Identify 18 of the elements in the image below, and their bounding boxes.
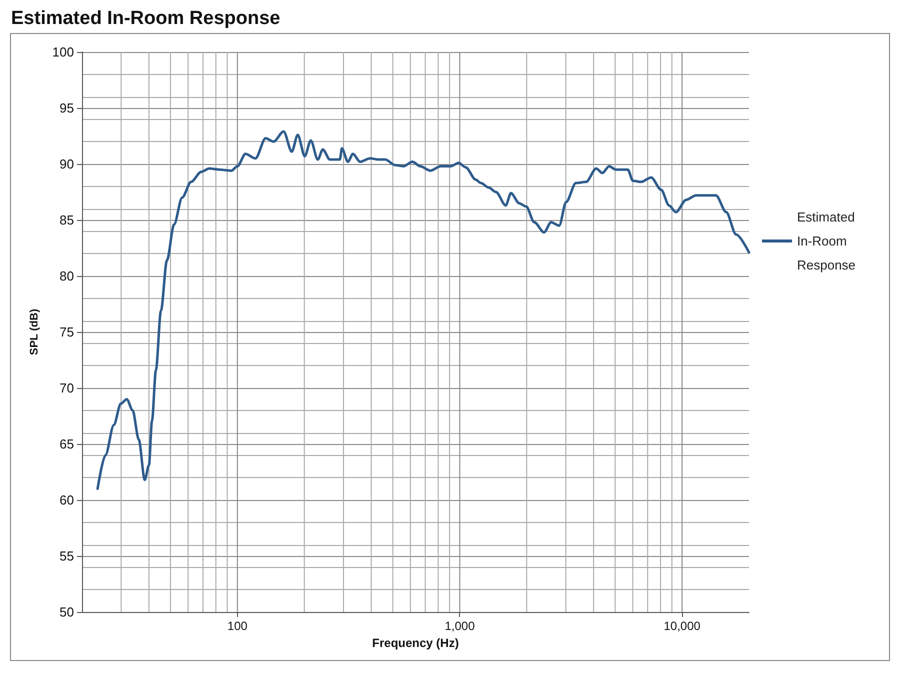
y-tick-label: 65 [60,436,74,452]
y-tick-label: 70 [60,380,74,396]
y-axis-title: SPL (dB) [28,308,40,356]
x-axis-title: Frequency (Hz) [372,636,459,650]
y-tick-label: 55 [60,548,74,564]
y-tick-label: 80 [60,268,74,284]
y-tick-label: 60 [60,492,74,508]
x-tick-label: 10,000 [664,619,701,633]
x-tick-label: 1,000 [444,619,476,633]
y-tick-label: 85 [60,212,74,228]
chart-title: Estimated In-Room Response [11,8,280,29]
y-tick-label: 90 [60,156,74,172]
y-tick-label: 100 [52,44,74,60]
x-tick-label: 100 [227,619,248,633]
y-tick-label: 75 [60,324,74,340]
legend-label: Estimated In-Room Response [797,210,858,272]
y-tick-label: 50 [60,604,74,620]
y-tick-label: 95 [60,100,74,116]
